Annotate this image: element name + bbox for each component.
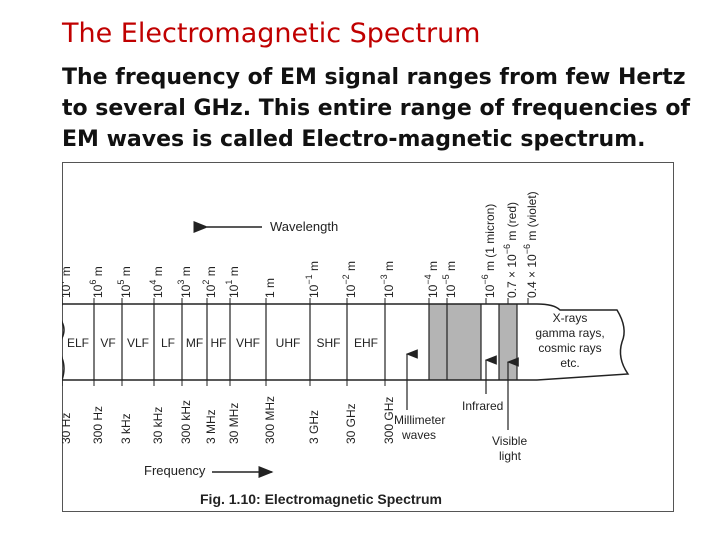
visible-label-line2: light: [499, 449, 522, 463]
wavelength-tick-label: 10−5 m: [441, 261, 458, 298]
frequency-tick-label: 300 MHz: [263, 396, 277, 444]
millimeter-label-line2: waves: [401, 428, 436, 442]
spectrum-bar: ELF VF VLF LF MF HF VHF UHF SHF EHF: [62, 303, 630, 381]
wavelength-tick-label: 10−4 m: [423, 261, 440, 298]
infrared-label: Infrared: [462, 399, 503, 413]
frequency-tick-label: 3 kHz: [119, 413, 133, 444]
frequency-tick-label: 300 GHz: [382, 397, 396, 444]
figure-caption: Fig. 1.10: Electromagnetic Spectrum: [200, 491, 442, 507]
wavelength-tick-label: 107 m: [62, 266, 73, 298]
wavelength-tick-label: 1 m: [263, 278, 277, 298]
visible-label-line1: Visible: [492, 434, 527, 448]
xray-label-line: cosmic rays: [538, 341, 601, 355]
frequency-tick-label: 300 kHz: [179, 400, 193, 444]
em-spectrum-figure: Wavelength ELF VF VLF LF MF HF VHF UHF SHF EHF X-…: [62, 162, 674, 512]
xray-label-line: etc.: [560, 356, 579, 370]
millimeter-label-line1: Millimeter: [394, 413, 445, 427]
slide-paragraph: The frequency of EM signal ranges from f…: [62, 65, 691, 152]
wavelength-tick-label: 10−2 m: [341, 261, 358, 298]
xray-label-line: gamma rays,: [535, 326, 604, 340]
wavelength-tick-label: 10−3 m: [379, 261, 396, 298]
wavelength-tick-label: 104 m: [148, 266, 165, 298]
frequency-tick-label: 3 GHz: [307, 410, 321, 444]
wavelength-tick-label: 10−1 m: [304, 261, 321, 298]
figure-caption-text: Electromagnetic Spectrum: [265, 491, 442, 507]
em-spectrum-diagram: Wavelength ELF VF VLF LF MF HF VHF UHF SHF EHF X-…: [62, 162, 674, 512]
wavelength-tick-label: 105 m: [116, 266, 133, 298]
band-label-vhf: VHF: [236, 336, 260, 350]
frequency-tick-label: 30 kHz: [151, 407, 165, 444]
band-label-lf: LF: [161, 336, 175, 350]
infrared-shaded-region: [429, 304, 481, 380]
frequency-tick-label: 30 MHz: [227, 403, 241, 444]
figure-frame: [62, 162, 674, 512]
band-label-mf: MF: [186, 336, 203, 350]
band-label-elf: ELF: [67, 336, 89, 350]
wavelength-tick-label: 106 m: [88, 266, 105, 298]
wavelength-tick-label: 0.4 × 10−6 m (violet): [522, 191, 539, 298]
band-label-uhf: UHF: [276, 336, 301, 350]
band-label-vlf: VLF: [127, 336, 149, 350]
wavelength-tick-label: 102 m: [201, 266, 218, 298]
frequency-tick-label: 3 MHz: [204, 409, 218, 444]
frequency-label: Frequency: [144, 463, 206, 478]
wavelength-tick-label: 101 m: [224, 266, 241, 298]
wavelength-tick-label: 10−6 m (1 micron): [480, 204, 497, 298]
wavelength-label: Wavelength: [270, 219, 338, 234]
figure-caption-number: Fig. 1.10:: [200, 491, 261, 507]
band-label-shf: SHF: [317, 336, 341, 350]
band-label-vf: VF: [100, 336, 115, 350]
band-label-hf: HF: [211, 336, 227, 350]
band-label-ehf: EHF: [354, 336, 378, 350]
frequency-tick-label: 30 Hz: [62, 413, 73, 444]
wavelength-tick-label: 0.7 × 10−6 m (red): [502, 202, 519, 298]
wavelength-tick-label: 103 m: [176, 266, 193, 298]
frequency-tick-label: 30 GHz: [344, 403, 358, 444]
xray-label-line: X-rays: [553, 311, 588, 325]
slide-title: The Electromagnetic Spectrum: [62, 18, 481, 49]
frequency-tick-label: 300 Hz: [91, 406, 105, 444]
